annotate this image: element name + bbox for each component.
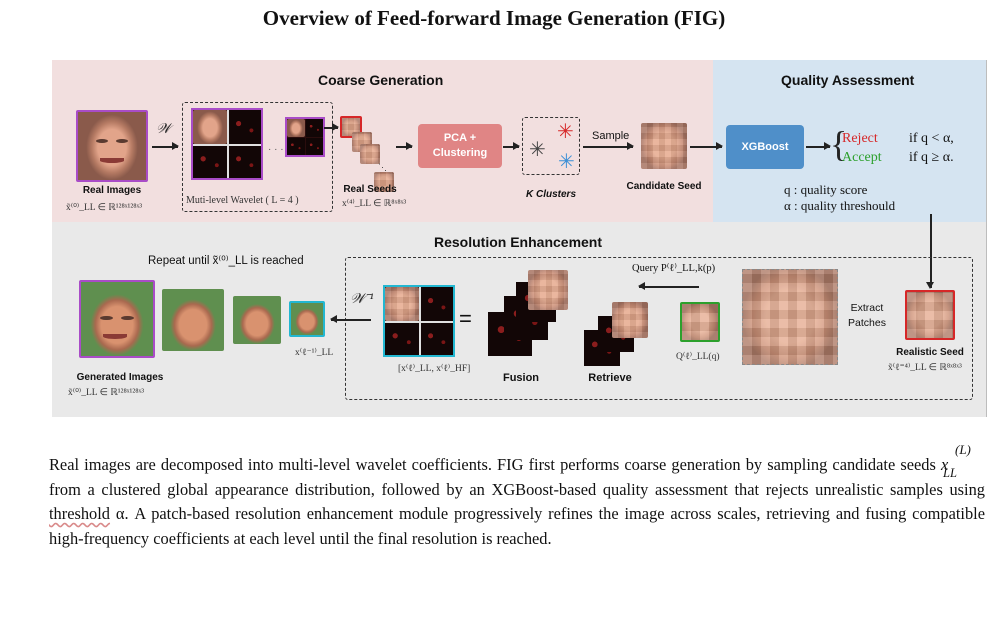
retrieve-label: Retrieve [588, 372, 632, 384]
caption-part-2: from a clustered global appearance distr… [49, 479, 985, 499]
candidate-seed-label: Candidate Seed [626, 181, 702, 192]
pca-clustering-box: PCA + Clustering [418, 124, 502, 168]
k-clusters-label: K Clusters [525, 189, 576, 200]
decision-brace: { [830, 124, 848, 164]
seed-symbol-sub: LL [943, 466, 957, 480]
resolution-dashed-box [345, 257, 973, 400]
fig-overview-diagram: Coarse Generation Quality Assessment Rea… [52, 60, 987, 417]
realistic-seed-math: x̃⁽ℓ⁼⁴⁾_LL ∈ ℝ⁸ˣ⁸ˣ³ [888, 363, 962, 373]
arrow-to-pca [396, 143, 413, 149]
threshold-word: threshold [49, 504, 111, 523]
seed-ellipsis: ⋱ [378, 162, 387, 172]
accept-condition: if q ≥ α. [909, 150, 954, 165]
arrow-to-realistic-seed [927, 214, 933, 289]
caption-part-3: . A patch-based resolution enhancement m… [49, 504, 985, 548]
arrow-to-clusters [503, 143, 520, 149]
repeat-label: Repeat until x̃⁽⁰⁾_LL is reached [148, 255, 304, 267]
sample-label: Sample [592, 130, 630, 142]
alpha-definition: α : quality threshould [784, 198, 896, 213]
real-seed-4 [374, 172, 394, 192]
xgboost-box: XGBoost [726, 125, 804, 169]
accept-label: Accept [842, 150, 882, 165]
generated-image-small [233, 296, 281, 344]
fusion-tile-face [528, 270, 568, 310]
arrow-to-wavelet [152, 143, 179, 149]
caption-alpha: α [115, 504, 125, 523]
seed-symbol-x: x [941, 455, 949, 474]
wavelet-dashed-box [182, 102, 333, 212]
x-prev-math: x⁽ℓ⁻¹⁾_LL [295, 348, 334, 358]
generated-image-current [289, 301, 325, 337]
quality-assessment-heading: Quality Assessment [781, 72, 915, 88]
real-seeds-math: x⁽⁴⁾_LL ∈ ℝ⁸ˣ⁸ˣ³ [342, 199, 407, 209]
coarse-generation-panel [52, 60, 713, 222]
query-patch-image [680, 302, 720, 342]
realistic-seed-label: Realistic Seed [896, 347, 964, 358]
extracted-patches-grid [742, 269, 838, 365]
arrow-to-candidate [583, 143, 634, 149]
seed-symbol: x (L) LL [941, 442, 985, 480]
arrow-to-seeds [324, 124, 339, 130]
equals-sign: = [459, 306, 472, 331]
real-images-label: Real Images [82, 185, 142, 196]
reject-label: Reject [842, 131, 878, 146]
inverse-wavelet-symbol: 𝒲⁻¹ [350, 292, 374, 307]
extract-patches-label: Extract Patches [848, 302, 886, 329]
cluster-red-icon: ✳ [557, 121, 574, 143]
wavelet-transform-symbol: 𝒲 [156, 122, 171, 137]
wavelet-label: Muti-level Wavelet ( L = 4 ) [186, 195, 299, 206]
real-seeds-label: Real Seeds [343, 184, 397, 195]
generated-images-math: x̃⁽⁰⁾_LL ∈ ℝ¹²⁸ˣ¹²⁸ˣ³ [68, 388, 145, 398]
coefficient-math: [x⁽ℓ⁾_LL, x⁽ℓ⁾_HF] [398, 364, 471, 374]
real-seed-3 [360, 144, 380, 164]
wavelet-grid-small [285, 117, 325, 157]
generated-image-medium [162, 289, 224, 351]
figure-caption: Real images are decomposed into multi-le… [49, 442, 985, 551]
query-arrow [638, 283, 699, 289]
generated-image-large [79, 280, 155, 358]
wavelet-ellipsis: · · · · · [268, 144, 296, 155]
cluster-gray-icon: ✳ [529, 139, 546, 161]
k-clusters-box [522, 117, 580, 175]
coarse-generation-heading: Coarse Generation [318, 72, 444, 88]
seed-symbol-sup: (L) [955, 442, 971, 457]
retrieve-tile-face [612, 302, 648, 338]
real-seed-1 [340, 116, 362, 138]
query-patch-math: Q⁽ℓ⁾_LL(q) [676, 352, 720, 362]
arrow-to-decision [806, 143, 831, 149]
q-definition: q : quality score [784, 182, 868, 197]
arrow-to-generated [330, 316, 371, 322]
candidate-seed-image [641, 123, 687, 169]
reject-condition: if q < α, [909, 131, 954, 146]
cluster-blue-icon: ✳ [558, 151, 575, 173]
real-image-face [76, 110, 148, 182]
page-title: Overview of Feed-forward Image Generatio… [262, 6, 726, 30]
caption-part-1: Real images are decomposed into multi-le… [49, 455, 936, 474]
realistic-seed-image [905, 290, 955, 340]
real-images-math: x̃⁽⁰⁾_LL ∈ ℝ¹²⁸ˣ¹²⁸ˣ³ [66, 203, 143, 213]
wavelet-grid [191, 108, 263, 180]
generated-images-label: Generated Images [76, 372, 164, 383]
arrow-to-xgboost [690, 143, 723, 149]
fusion-label: Fusion [502, 372, 540, 384]
coefficient-grid [383, 285, 455, 357]
query-label: Query P⁽ℓ⁾_LL,k(p) [632, 263, 716, 274]
resolution-enhancement-heading: Resolution Enhancement [434, 234, 603, 250]
